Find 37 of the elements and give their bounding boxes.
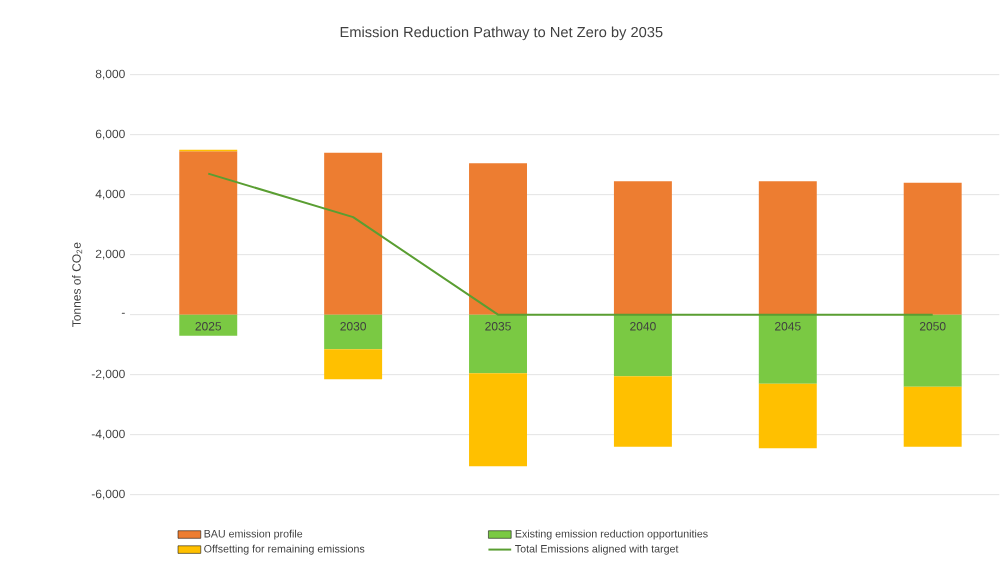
bar <box>324 152 383 315</box>
y-tick-label: - <box>121 312 125 314</box>
bar <box>179 151 238 315</box>
x-tick-label: 2035 <box>485 322 511 331</box>
y-tick-label: -2,000 <box>91 369 125 380</box>
bar <box>903 386 962 447</box>
bar <box>469 314 527 374</box>
legend-label: BAU emission profile <box>204 529 303 540</box>
bar <box>758 314 817 384</box>
y-tick-label: 4,000 <box>95 189 125 200</box>
bar <box>758 383 817 449</box>
y-tick-label: 6,000 <box>95 129 125 140</box>
bar <box>903 182 962 315</box>
x-tick-label: 2040 <box>630 322 656 331</box>
x-tick-label: 2030 <box>340 322 367 331</box>
bar <box>324 314 383 350</box>
bar <box>613 314 672 377</box>
y-tick-label: -6,000 <box>91 489 125 500</box>
x-tick-label: 2045 <box>775 322 801 331</box>
y-tick-label: 8,000 <box>95 69 125 80</box>
legend-label: Offsetting for remaining emissions <box>204 544 365 555</box>
bar <box>613 181 672 315</box>
bar <box>469 163 527 315</box>
chart-title: Emission Reduction Pathway to Net Zero by 2035 <box>340 26 663 41</box>
bar <box>179 314 238 336</box>
bar <box>758 181 817 315</box>
bar <box>324 349 383 380</box>
y-axis-title: Tonnes of CO$_{2}$e <box>71 242 83 327</box>
x-tick-label: 2025 <box>195 322 222 331</box>
x-tick-label: 2050 <box>919 322 946 331</box>
bar <box>469 373 527 467</box>
y-tick-label: -4,000 <box>91 429 125 440</box>
bar <box>903 314 962 387</box>
bar <box>613 376 672 447</box>
legend-label: Total Emissions aligned with target <box>515 544 679 555</box>
legend-label: Existing emission reduction opportunities <box>515 529 708 540</box>
y-tick-label: 2,000 <box>95 249 125 260</box>
